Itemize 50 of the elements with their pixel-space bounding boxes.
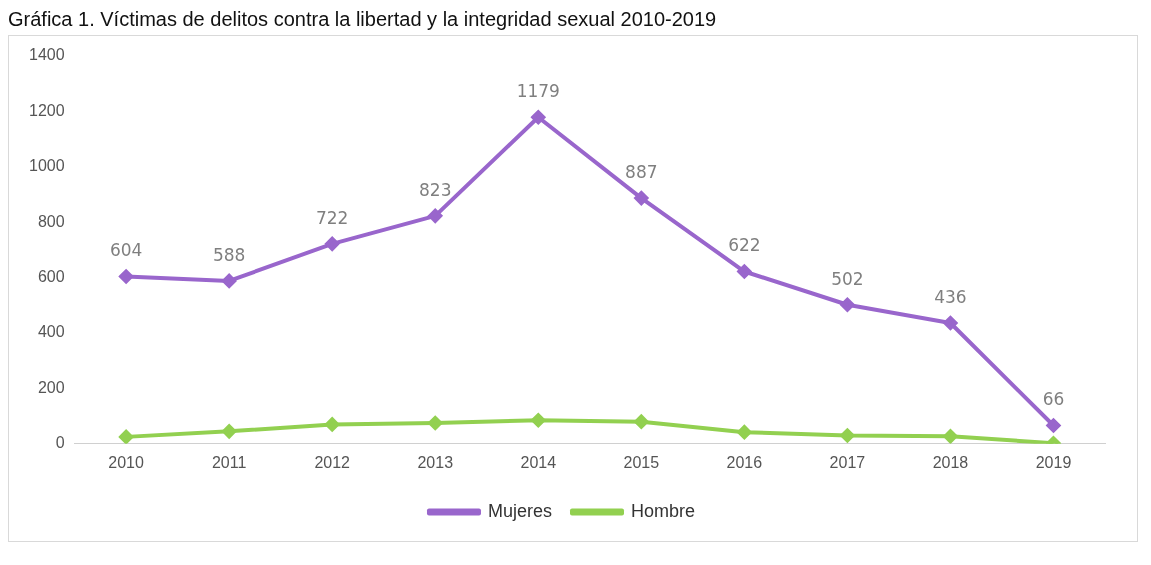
point xyxy=(531,413,546,428)
point xyxy=(840,297,855,312)
x-tick-label: 2012 xyxy=(314,453,351,471)
legend-label: Mujeres xyxy=(487,500,553,521)
x-tick-label: 2014 xyxy=(520,453,557,471)
x-tick-label: 2013 xyxy=(417,453,454,471)
y-tick-label: 800 xyxy=(37,212,65,230)
data-label: 502 xyxy=(831,268,864,289)
y-tick-label: 1000 xyxy=(29,157,65,175)
data-label: 66 xyxy=(1042,389,1065,410)
y-tick-label: 200 xyxy=(37,378,65,396)
x-tick-label: 2016 xyxy=(726,453,763,471)
data-label: 722 xyxy=(315,207,349,228)
y-tick-label: 400 xyxy=(37,323,65,341)
point xyxy=(119,269,134,284)
point xyxy=(634,414,649,429)
x-tick-label: 2019 xyxy=(1035,453,1072,471)
point xyxy=(325,236,340,251)
y-tick-label: 1400 xyxy=(29,46,65,64)
x-tick-label: 2011 xyxy=(211,453,247,471)
y-tick-label: 1200 xyxy=(29,101,65,119)
data-label: 887 xyxy=(625,162,658,183)
point xyxy=(222,273,237,288)
x-tick-label: 2015 xyxy=(623,453,660,471)
point xyxy=(737,264,752,279)
data-label: 1179 xyxy=(516,81,560,102)
chart-title: Gráfica 1. Víctimas de delitos contra la libertad y la integridad sexual 2010-2019 xyxy=(8,8,718,31)
data-label: 436 xyxy=(934,286,967,307)
point xyxy=(634,191,649,206)
point xyxy=(531,110,546,125)
point xyxy=(119,429,134,444)
y-tick-label: 0 xyxy=(55,434,65,452)
x-tick-label: 2018 xyxy=(932,453,969,471)
point xyxy=(428,416,443,431)
legend-label: Hombre xyxy=(631,500,696,521)
data-label: 588 xyxy=(212,244,246,265)
point xyxy=(1046,418,1061,433)
point xyxy=(943,429,958,444)
point xyxy=(737,425,752,440)
x-tick-label: 2017 xyxy=(829,453,866,471)
x-tick-label: 2010 xyxy=(108,453,145,471)
point xyxy=(840,428,855,443)
data-label: 823 xyxy=(419,179,452,200)
point xyxy=(325,417,340,432)
y-tick-label: 600 xyxy=(37,268,65,286)
point xyxy=(428,208,443,223)
data-label: 622 xyxy=(728,235,761,256)
point xyxy=(943,316,958,331)
data-label: 604 xyxy=(109,240,143,261)
point xyxy=(222,424,237,439)
